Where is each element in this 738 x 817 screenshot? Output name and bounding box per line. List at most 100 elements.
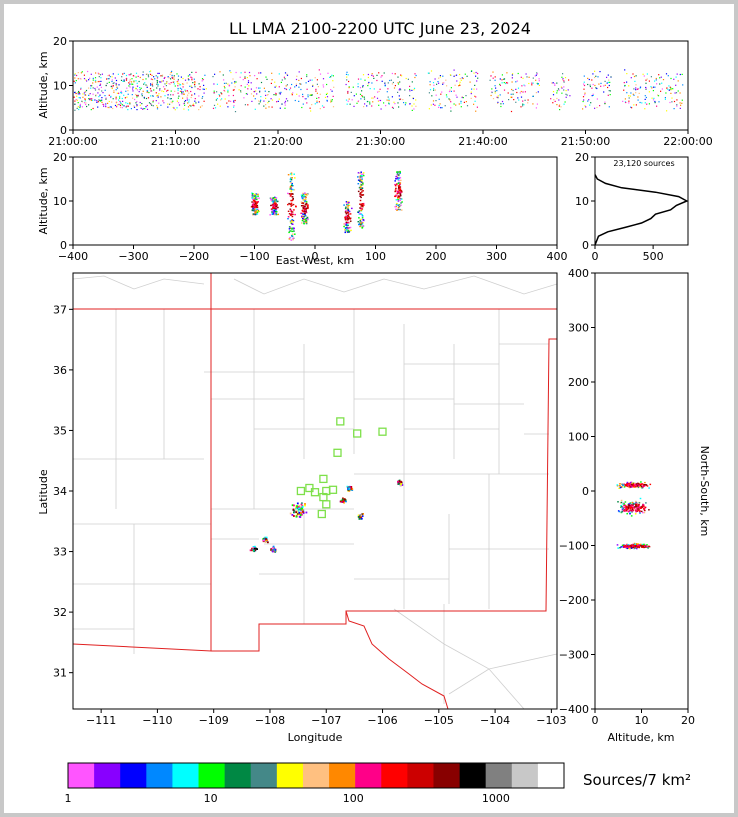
source-point — [166, 90, 168, 92]
source-point — [398, 197, 400, 199]
source-point — [149, 88, 152, 90]
source-point — [202, 88, 204, 90]
source-point — [224, 87, 226, 89]
source-point — [105, 84, 107, 87]
source-point — [351, 489, 354, 491]
source-point — [275, 206, 278, 208]
source-point — [297, 510, 300, 512]
source-point — [303, 201, 305, 204]
source-point — [346, 226, 348, 229]
source-point — [116, 104, 119, 106]
source-point — [153, 76, 155, 78]
source-point — [266, 539, 269, 542]
source-point — [628, 102, 630, 104]
source-point — [266, 78, 268, 80]
source-point — [475, 96, 477, 98]
source-point — [170, 94, 172, 96]
source-point — [231, 82, 233, 84]
source-point — [265, 536, 268, 539]
source-point — [458, 103, 460, 105]
source-point — [111, 80, 113, 83]
source-point — [309, 107, 311, 109]
source-point — [400, 191, 402, 194]
source-point — [287, 218, 289, 220]
source-point — [177, 92, 179, 94]
source-point — [646, 544, 648, 546]
source-point — [476, 80, 478, 82]
source-point — [273, 200, 275, 202]
source-point — [390, 79, 392, 81]
source-point — [147, 76, 150, 78]
source-point — [101, 99, 103, 101]
source-point — [111, 79, 113, 81]
source-point — [634, 484, 637, 487]
source-point — [94, 77, 97, 79]
source-point — [638, 544, 641, 546]
source-point — [292, 213, 294, 216]
source-point — [292, 508, 295, 511]
source-point — [634, 547, 637, 549]
source-point — [513, 99, 515, 101]
source-point — [432, 103, 434, 105]
source-point — [115, 82, 117, 85]
source-point — [357, 190, 360, 193]
histogram-y-tick-label: 0 — [582, 239, 589, 252]
source-point — [307, 96, 309, 98]
source-point — [151, 95, 154, 97]
source-point — [293, 209, 295, 211]
source-point — [120, 90, 122, 92]
source-point — [620, 546, 622, 548]
source-point — [324, 96, 327, 98]
source-point — [251, 203, 254, 206]
source-point — [622, 508, 625, 510]
source-point — [171, 102, 173, 104]
source-point — [524, 99, 526, 101]
source-point — [563, 86, 565, 88]
source-point — [641, 506, 644, 509]
source-point — [184, 79, 187, 81]
source-point — [233, 101, 235, 103]
station-marker — [296, 486, 306, 496]
source-point — [357, 100, 360, 102]
source-point — [362, 183, 364, 185]
source-point — [113, 91, 115, 93]
source-point — [623, 503, 625, 505]
source-point — [344, 222, 346, 225]
source-point — [466, 105, 469, 107]
source-point — [136, 82, 138, 84]
source-point — [256, 202, 258, 205]
source-point — [310, 110, 312, 112]
source-point — [80, 72, 82, 74]
source-point — [247, 88, 249, 90]
source-point — [626, 483, 628, 485]
source-point — [475, 110, 477, 112]
source-point — [528, 76, 530, 78]
colorbar-swatch — [224, 763, 252, 788]
source-point — [284, 78, 286, 80]
source-point — [192, 103, 195, 105]
source-point — [293, 511, 295, 514]
source-point — [157, 76, 159, 78]
longitude-axis-tick-label: −106 — [367, 714, 397, 727]
source-point — [233, 106, 235, 108]
source-point — [608, 106, 610, 108]
source-point — [295, 507, 298, 510]
source-point — [302, 192, 304, 195]
source-point — [635, 104, 637, 106]
source-point — [164, 76, 166, 79]
source-point — [275, 211, 278, 213]
source-point — [395, 205, 397, 208]
source-point — [312, 85, 314, 87]
plan-view-x-ticks: −111 −110 −109 −108 −107 −106 −105 −104 −103 — [86, 709, 566, 727]
source-point — [358, 177, 361, 179]
source-point — [469, 81, 471, 83]
source-point — [167, 97, 169, 99]
source-point — [126, 87, 128, 89]
source-point — [339, 500, 342, 503]
source-point — [136, 85, 139, 87]
source-point — [198, 83, 200, 85]
source-point — [247, 80, 250, 82]
source-point — [444, 105, 446, 107]
source-point — [288, 228, 291, 230]
